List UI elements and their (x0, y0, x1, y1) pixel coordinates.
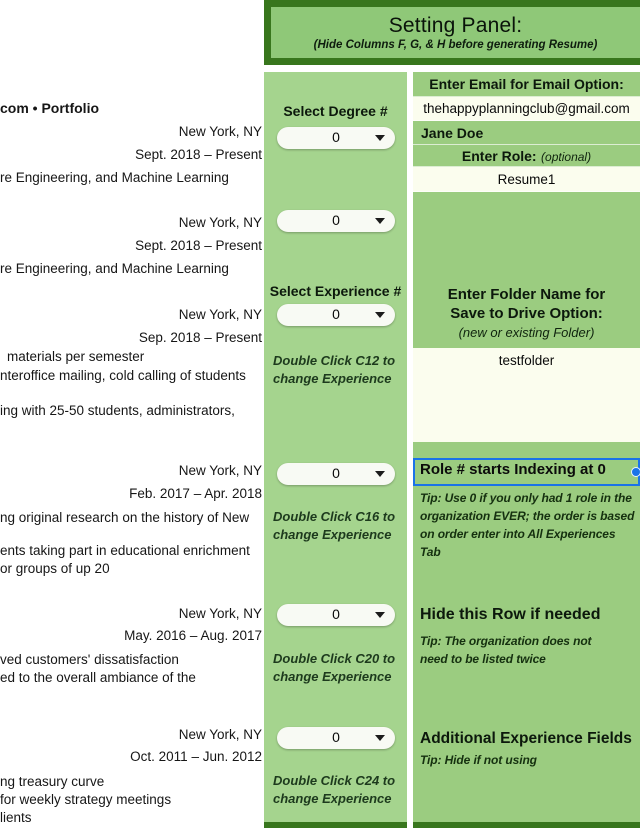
double-click-c12-hint: Double Click C12 to change Experience (273, 353, 396, 386)
resume-line: Feb. 2017 – Apr. 2018 (129, 486, 262, 501)
resume-line: ved customers' dissatisfaction (0, 652, 179, 667)
dropdown-value: 0 (332, 129, 340, 145)
resume-line: Sep. 2018 – Present (138, 330, 262, 345)
chevron-down-icon (375, 471, 385, 477)
degree-select-1[interactable]: 0 (277, 127, 395, 149)
chevron-down-icon (375, 612, 385, 618)
resume-line: Sept. 2018 – Present (135, 238, 262, 253)
bottom-border-right (413, 822, 640, 828)
select-experience-label: Select Experience # (269, 283, 402, 299)
folder-option-label: Enter Folder Name for Save to Drive Opti… (447, 286, 606, 322)
double-click-c24-hint: Double Click C24 to change Experience (273, 773, 396, 806)
resume-line: New York, NY (178, 606, 262, 621)
chevron-down-icon (375, 735, 385, 741)
experience-select-3[interactable]: 0 (277, 604, 395, 626)
additional-experience-label: Additional Experience Fields (420, 730, 632, 747)
role-label-row: Enter Role: (optional) (413, 145, 640, 167)
chevron-down-icon (375, 135, 385, 141)
email-input[interactable]: thehappyplanningclub@gmail.com (413, 97, 640, 121)
resume-line: for weekly strategy meetings (0, 792, 172, 807)
dropdown-value: 0 (332, 729, 340, 745)
experience-select-2[interactable]: 0 (277, 463, 395, 485)
resume-line: New York, NY (178, 307, 262, 322)
bottom-border-mid (264, 822, 407, 828)
dropdown-value: 0 (332, 465, 340, 481)
selector-column: Select Degree # 0 0 Select Experience # … (264, 72, 407, 822)
enter-role-label: Enter Role: (461, 148, 537, 164)
resume-line: ed to the overall ambiance of the (0, 670, 196, 685)
double-click-c20-hint: Double Click C20 to change Experience (273, 651, 396, 684)
dropdown-value: 0 (332, 212, 340, 228)
hide-row-label: Hide this Row if needed (420, 606, 601, 623)
resume-line: re Engineering, and Machine Learning (0, 170, 229, 185)
role-optional-label: (optional) (541, 150, 592, 164)
name-cell[interactable]: Jane Doe (413, 121, 640, 145)
role-index-tip: Tip: Use 0 if you only had 1 role in the… (420, 491, 635, 559)
dropdown-value: 0 (332, 306, 340, 322)
resume-line: com • Portfolio (0, 100, 100, 116)
resume-line: Sept. 2018 – Present (135, 147, 262, 162)
double-click-c16-hint: Double Click C16 to change Experience (273, 509, 396, 542)
resume-line: lients (0, 810, 32, 825)
additional-experience-tip: Tip: Hide if not using (420, 753, 537, 767)
dropdown-value: 0 (332, 606, 340, 622)
resume-line: re Engineering, and Machine Learning (0, 261, 229, 276)
chevron-down-icon (375, 218, 385, 224)
setting-panel-header: Setting Panel: (Hide Columns F, G, & H b… (264, 0, 640, 65)
select-degree-label: Select Degree # (283, 103, 388, 119)
setting-panel-header-box: Setting Panel: (Hide Columns F, G, & H b… (271, 7, 640, 58)
resume-line: nteroffice mailing, cold calling of stud… (0, 368, 246, 383)
resume-line: May. 2016 – Aug. 2017 (124, 628, 262, 643)
resume-line: New York, NY (178, 463, 262, 478)
role-index-cell-selected[interactable]: Role # starts Indexing at 0 (413, 458, 640, 486)
resume-line: ng treasury curve (0, 774, 105, 789)
role-index-label: Role # starts Indexing at 0 (420, 461, 606, 478)
chevron-down-icon (375, 312, 385, 318)
experience-select-4[interactable]: 0 (277, 727, 395, 749)
degree-select-2[interactable]: 0 (277, 210, 395, 232)
email-option-label: Enter Email for Email Option: (413, 72, 640, 97)
role-input[interactable]: Resume1 (413, 167, 640, 192)
resume-line: or groups of up 20 (0, 561, 110, 576)
resume-line: New York, NY (178, 124, 262, 139)
folder-input[interactable]: testfolder (413, 348, 640, 442)
experience-select-1[interactable]: 0 (277, 304, 395, 326)
resume-line: ng original research on the history of N… (0, 510, 250, 525)
hide-row-tip: Tip: The organization does not need to b… (420, 634, 592, 666)
settings-column: Enter Email for Email Option: thehappypl… (413, 72, 640, 822)
resume-line: New York, NY (178, 727, 262, 742)
resume-line: Oct. 2011 – Jun. 2012 (130, 749, 262, 764)
panel-subtitle: (Hide Columns F, G, & H before generatin… (313, 39, 598, 51)
resume-line: ents taking part in educational enrichme… (0, 543, 250, 558)
resume-line: materials per semester (7, 349, 145, 364)
resume-line: ing with 25-50 students, administrators, (0, 403, 235, 418)
selection-handle[interactable] (631, 467, 640, 477)
panel-title: Setting Panel: (388, 14, 523, 37)
folder-option-note: (new or existing Folder) (458, 325, 595, 340)
resume-line: New York, NY (178, 215, 262, 230)
